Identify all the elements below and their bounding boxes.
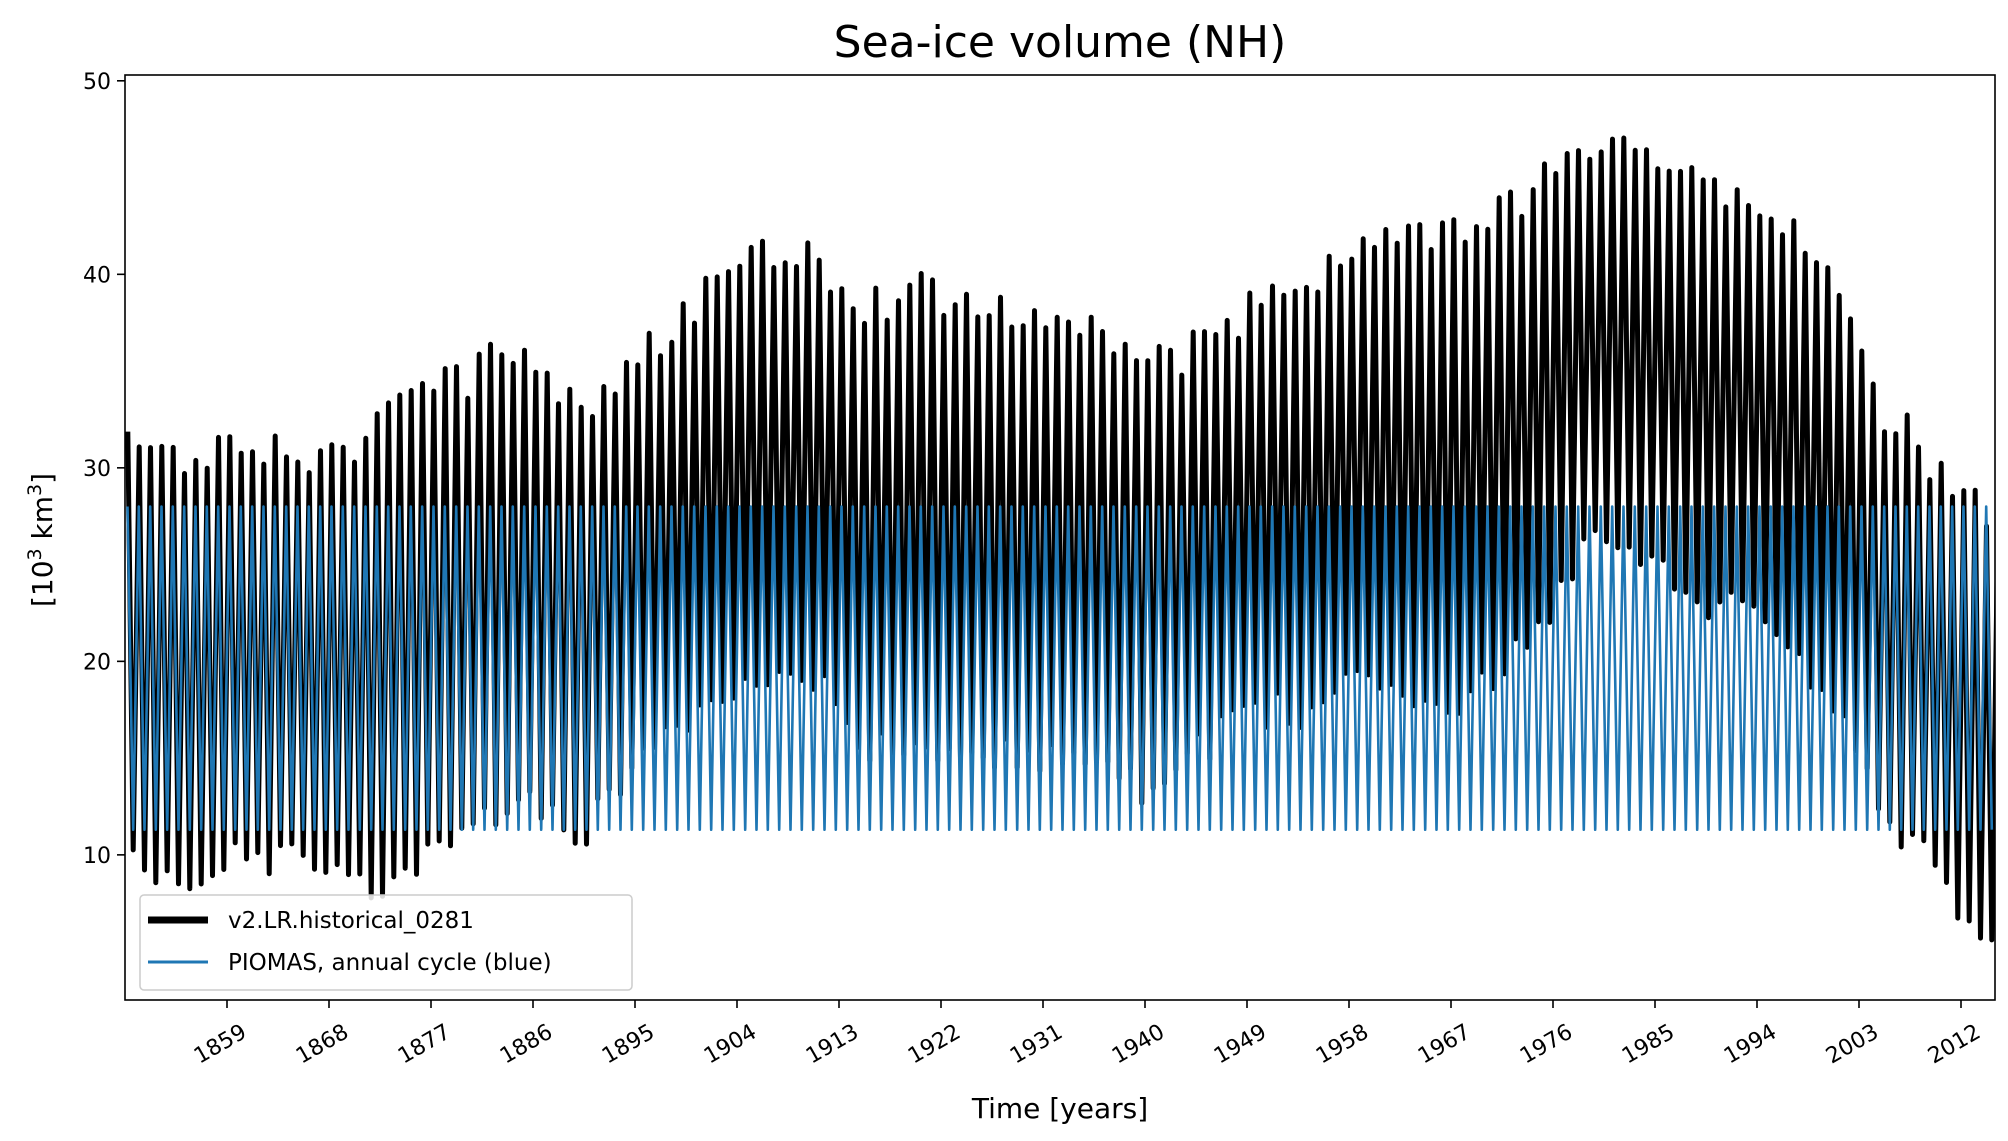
legend-label-piomas: PIOMAS, annual cycle (blue) xyxy=(228,950,552,976)
y-axis: 10 20 30 40 50 xyxy=(83,70,125,869)
plot-frame xyxy=(124,74,1996,1001)
y-tick-label: 20 xyxy=(83,650,111,675)
x-axis-label: Time [years] xyxy=(971,1092,1148,1125)
y-axis-label-base: [10 xyxy=(26,560,59,607)
y-tick-label: 10 xyxy=(83,844,111,869)
y-axis-label-exp2: 3 xyxy=(24,484,46,496)
series-line-piomas xyxy=(126,505,1994,831)
legend-box xyxy=(139,894,633,991)
chart-title: Sea-ice volume (NH) xyxy=(834,17,1287,68)
y-tick-label: 40 xyxy=(83,263,111,288)
y-axis-label-close: ] xyxy=(26,473,59,484)
legend: v2.LR.historical_0281 PIOMAS, annual cyc… xyxy=(139,894,633,991)
y-tick-label: 30 xyxy=(83,457,111,482)
series-layer xyxy=(125,135,1995,943)
y-axis-label: [103 km3] xyxy=(24,473,59,607)
y-axis-label-exp: 3 xyxy=(24,548,46,560)
y-axis-label-unit: km xyxy=(26,496,59,548)
legend-label-model: v2.LR.historical_0281 xyxy=(228,908,474,934)
y-tick-label: 50 xyxy=(83,70,111,95)
